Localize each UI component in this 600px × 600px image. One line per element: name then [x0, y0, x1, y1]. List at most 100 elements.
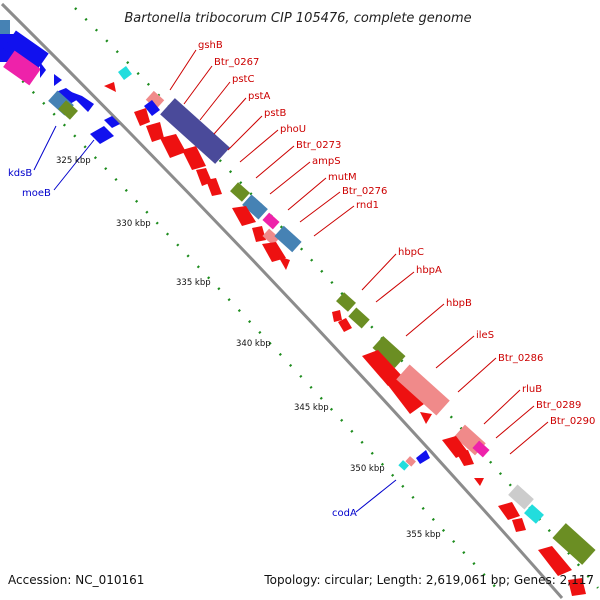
gene-feature: [40, 62, 46, 78]
leader-line: [313, 205, 355, 237]
gene-feature: [3, 30, 49, 72]
gene-label-phoU: phoU: [280, 124, 306, 135]
gene-feature: [274, 225, 302, 253]
leader-line: [509, 421, 549, 455]
tick-ring-outer: [74, 7, 599, 589]
gene-feature: [420, 412, 432, 424]
gene-feature: [456, 450, 474, 466]
gene-feature: [278, 256, 290, 270]
gene-feature: [552, 523, 596, 565]
gene-feature: [472, 440, 490, 458]
gene-feature: [232, 206, 256, 226]
scale-label: 330 kbp: [116, 219, 151, 229]
leader-line: [53, 139, 95, 191]
gene-label-mutM: mutM: [328, 172, 357, 183]
tick-rings: [11, 7, 599, 593]
gene-feature: [160, 134, 186, 158]
gene-feature: [398, 460, 409, 471]
gene-label-Btr_0289: Btr_0289: [536, 400, 581, 411]
forward-gene-labels: gshB Btr_0267 pstC pstA pstB phoU Btr_02…: [198, 40, 595, 427]
gene-feature: [474, 478, 484, 486]
gene-label-pstA: pstA: [248, 91, 270, 102]
gene-feature: [90, 126, 114, 144]
gene-feature: [145, 90, 165, 110]
gene-label-pstC: pstC: [232, 74, 254, 85]
gene-feature: [508, 484, 534, 510]
scale-label: 340 kbp: [236, 339, 271, 349]
gene-feature: [512, 518, 526, 532]
gene-label-codA: codA: [332, 508, 357, 519]
gene-label-Btr_0267: Btr_0267: [214, 57, 259, 68]
scale-label: 345 kbp: [294, 403, 329, 413]
leader-line: [227, 115, 263, 151]
leader-line: [183, 65, 213, 105]
gene-feature: [206, 178, 222, 196]
gene-label-Btr_0276: Btr_0276: [342, 186, 387, 197]
reverse-features-topleft: [0, 20, 132, 144]
gene-feature: [498, 502, 520, 520]
gene-feature: [524, 504, 544, 524]
gene-feature: [160, 98, 230, 164]
gene-feature: [104, 116, 120, 128]
leader-line: [33, 125, 57, 171]
gene-label-ileS: ileS: [476, 330, 494, 341]
gene-feature: [348, 307, 370, 329]
scale-label: 355 kbp: [406, 530, 441, 540]
gene-feature: [146, 122, 164, 142]
gene-label-Btr_0273: Btr_0273: [296, 140, 341, 151]
gene-feature: [144, 100, 160, 116]
scale-label: 335 kbp: [176, 278, 211, 288]
gene-label-pstB: pstB: [264, 108, 286, 119]
gene-feature: [405, 456, 416, 467]
gene-feature: [134, 108, 150, 126]
gene-feature: [396, 364, 450, 416]
leader-lines: [33, 49, 549, 513]
gene-feature: [230, 182, 250, 202]
leader-line: [483, 389, 521, 425]
leader-line: [375, 271, 415, 303]
gene-feature: [54, 74, 62, 86]
genome-backbone: [0, 2, 564, 599]
gene-feature: [66, 90, 94, 112]
leader-line: [169, 49, 197, 91]
accession-text: Accession: NC_010161: [8, 573, 144, 587]
gene-label-Btr_0290: Btr_0290: [550, 416, 595, 427]
gene-label-rnd1: rnd1: [356, 200, 379, 211]
leader-line: [255, 145, 295, 179]
gene-feature: [3, 50, 41, 86]
gene-feature: [336, 292, 356, 312]
gene-label-hbpC: hbpC: [398, 247, 424, 258]
gene-label-kdsB: kdsB: [8, 168, 32, 179]
leader-line: [405, 303, 445, 337]
gene-label-moeB: moeB: [22, 188, 51, 199]
gene-feature: [104, 82, 116, 92]
gene-feature: [0, 20, 10, 34]
scale-labels: 325 kbp 330 kbp 335 kbp 340 kbp 345 kbp …: [56, 156, 441, 540]
leader-line: [239, 129, 279, 163]
leader-line: [457, 357, 497, 393]
gene-feature: [182, 146, 206, 170]
scale-label: 325 kbp: [56, 156, 91, 166]
topology-text: Topology: circular; Length: 2,619,061 bp…: [263, 573, 594, 587]
gene-label-ampS: ampS: [312, 156, 341, 167]
gene-feature: [538, 546, 572, 576]
leader-line: [435, 335, 475, 369]
gene-feature: [118, 66, 132, 80]
gene-feature: [252, 226, 266, 242]
gene-feature: [338, 318, 352, 332]
leader-line: [287, 177, 327, 211]
gene-feature: [416, 450, 430, 464]
leader-line: [213, 97, 247, 135]
gene-feature: [242, 194, 268, 220]
leader-line: [299, 191, 341, 223]
leader-line: [199, 81, 231, 121]
gene-feature: [568, 578, 586, 596]
gene-label-gshB: gshB: [198, 40, 223, 51]
gene-label-Btr_0286: Btr_0286: [498, 353, 543, 364]
leader-line: [355, 479, 397, 513]
gene-label-hbpB: hbpB: [446, 298, 472, 309]
reverse-gene-labels: kdsB moeB codA: [8, 168, 357, 519]
gene-feature: [332, 310, 342, 322]
